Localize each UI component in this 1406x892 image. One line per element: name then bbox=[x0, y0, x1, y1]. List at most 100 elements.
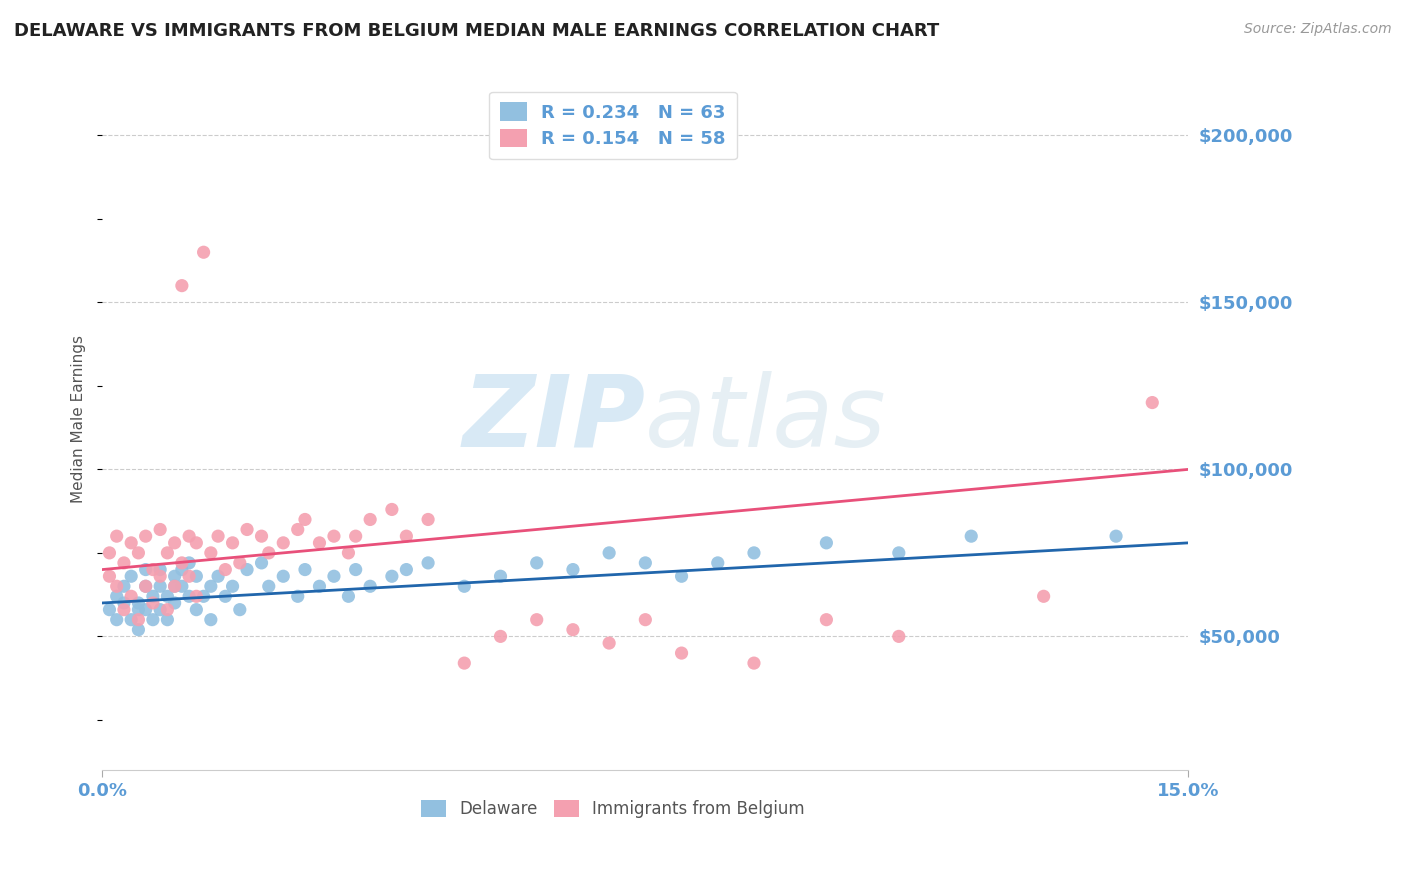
Text: atlas: atlas bbox=[645, 371, 887, 467]
Point bbox=[135, 579, 157, 593]
Point bbox=[170, 556, 193, 570]
Text: Source: ZipAtlas.com: Source: ZipAtlas.com bbox=[1244, 22, 1392, 37]
Point bbox=[337, 546, 360, 560]
Point bbox=[127, 546, 149, 560]
Point bbox=[634, 556, 657, 570]
Point bbox=[112, 556, 135, 570]
Point bbox=[294, 512, 316, 526]
Point bbox=[561, 623, 583, 637]
Point bbox=[179, 529, 201, 543]
Point bbox=[526, 556, 548, 570]
Point bbox=[142, 613, 165, 627]
Point bbox=[156, 589, 179, 603]
Point bbox=[960, 529, 983, 543]
Point bbox=[127, 602, 149, 616]
Point bbox=[359, 579, 381, 593]
Point bbox=[236, 523, 259, 537]
Point bbox=[229, 602, 252, 616]
Point bbox=[120, 536, 142, 550]
Point bbox=[170, 579, 193, 593]
Point bbox=[120, 613, 142, 627]
Point bbox=[163, 536, 186, 550]
Point bbox=[179, 569, 201, 583]
Point bbox=[120, 569, 142, 583]
Point bbox=[193, 589, 215, 603]
Point bbox=[887, 629, 910, 643]
Point bbox=[135, 563, 157, 577]
Point bbox=[344, 529, 367, 543]
Point bbox=[236, 563, 259, 577]
Point bbox=[149, 569, 172, 583]
Point bbox=[207, 529, 229, 543]
Point bbox=[186, 602, 208, 616]
Point bbox=[149, 563, 172, 577]
Point bbox=[671, 646, 693, 660]
Point bbox=[142, 596, 165, 610]
Point bbox=[163, 579, 186, 593]
Point bbox=[221, 579, 243, 593]
Point bbox=[742, 546, 765, 560]
Text: ZIP: ZIP bbox=[463, 371, 645, 467]
Point bbox=[170, 278, 193, 293]
Point bbox=[179, 556, 201, 570]
Point bbox=[142, 589, 165, 603]
Point bbox=[671, 569, 693, 583]
Point bbox=[381, 502, 404, 516]
Point bbox=[395, 529, 418, 543]
Point bbox=[271, 536, 294, 550]
Point bbox=[359, 512, 381, 526]
Point bbox=[250, 556, 273, 570]
Point bbox=[186, 589, 208, 603]
Point bbox=[120, 589, 142, 603]
Point bbox=[489, 569, 512, 583]
Point bbox=[135, 602, 157, 616]
Point bbox=[149, 523, 172, 537]
Point bbox=[344, 563, 367, 577]
Point bbox=[127, 596, 149, 610]
Point bbox=[742, 656, 765, 670]
Point bbox=[98, 602, 121, 616]
Point bbox=[526, 613, 548, 627]
Point bbox=[337, 589, 360, 603]
Point bbox=[200, 579, 222, 593]
Point bbox=[105, 579, 128, 593]
Point bbox=[179, 589, 201, 603]
Point bbox=[142, 563, 165, 577]
Point bbox=[221, 536, 243, 550]
Point bbox=[1105, 529, 1128, 543]
Point bbox=[200, 613, 222, 627]
Point bbox=[598, 546, 620, 560]
Point bbox=[127, 613, 149, 627]
Point bbox=[207, 569, 229, 583]
Point bbox=[112, 602, 135, 616]
Point bbox=[229, 556, 252, 570]
Point bbox=[98, 546, 121, 560]
Point bbox=[257, 546, 280, 560]
Point bbox=[598, 636, 620, 650]
Point bbox=[214, 563, 236, 577]
Point bbox=[453, 656, 475, 670]
Y-axis label: Median Male Earnings: Median Male Earnings bbox=[72, 335, 86, 503]
Point bbox=[815, 536, 838, 550]
Point bbox=[98, 569, 121, 583]
Point bbox=[156, 613, 179, 627]
Point bbox=[416, 556, 439, 570]
Point bbox=[127, 623, 149, 637]
Point bbox=[186, 536, 208, 550]
Point bbox=[323, 529, 346, 543]
Point bbox=[112, 596, 135, 610]
Point bbox=[135, 579, 157, 593]
Point bbox=[105, 613, 128, 627]
Point bbox=[308, 579, 330, 593]
Point bbox=[308, 536, 330, 550]
Point bbox=[156, 546, 179, 560]
Point bbox=[323, 569, 346, 583]
Point bbox=[156, 602, 179, 616]
Point bbox=[200, 546, 222, 560]
Text: DELAWARE VS IMMIGRANTS FROM BELGIUM MEDIAN MALE EARNINGS CORRELATION CHART: DELAWARE VS IMMIGRANTS FROM BELGIUM MEDI… bbox=[14, 22, 939, 40]
Point bbox=[112, 579, 135, 593]
Point bbox=[149, 579, 172, 593]
Point bbox=[170, 563, 193, 577]
Point bbox=[163, 579, 186, 593]
Point bbox=[287, 589, 309, 603]
